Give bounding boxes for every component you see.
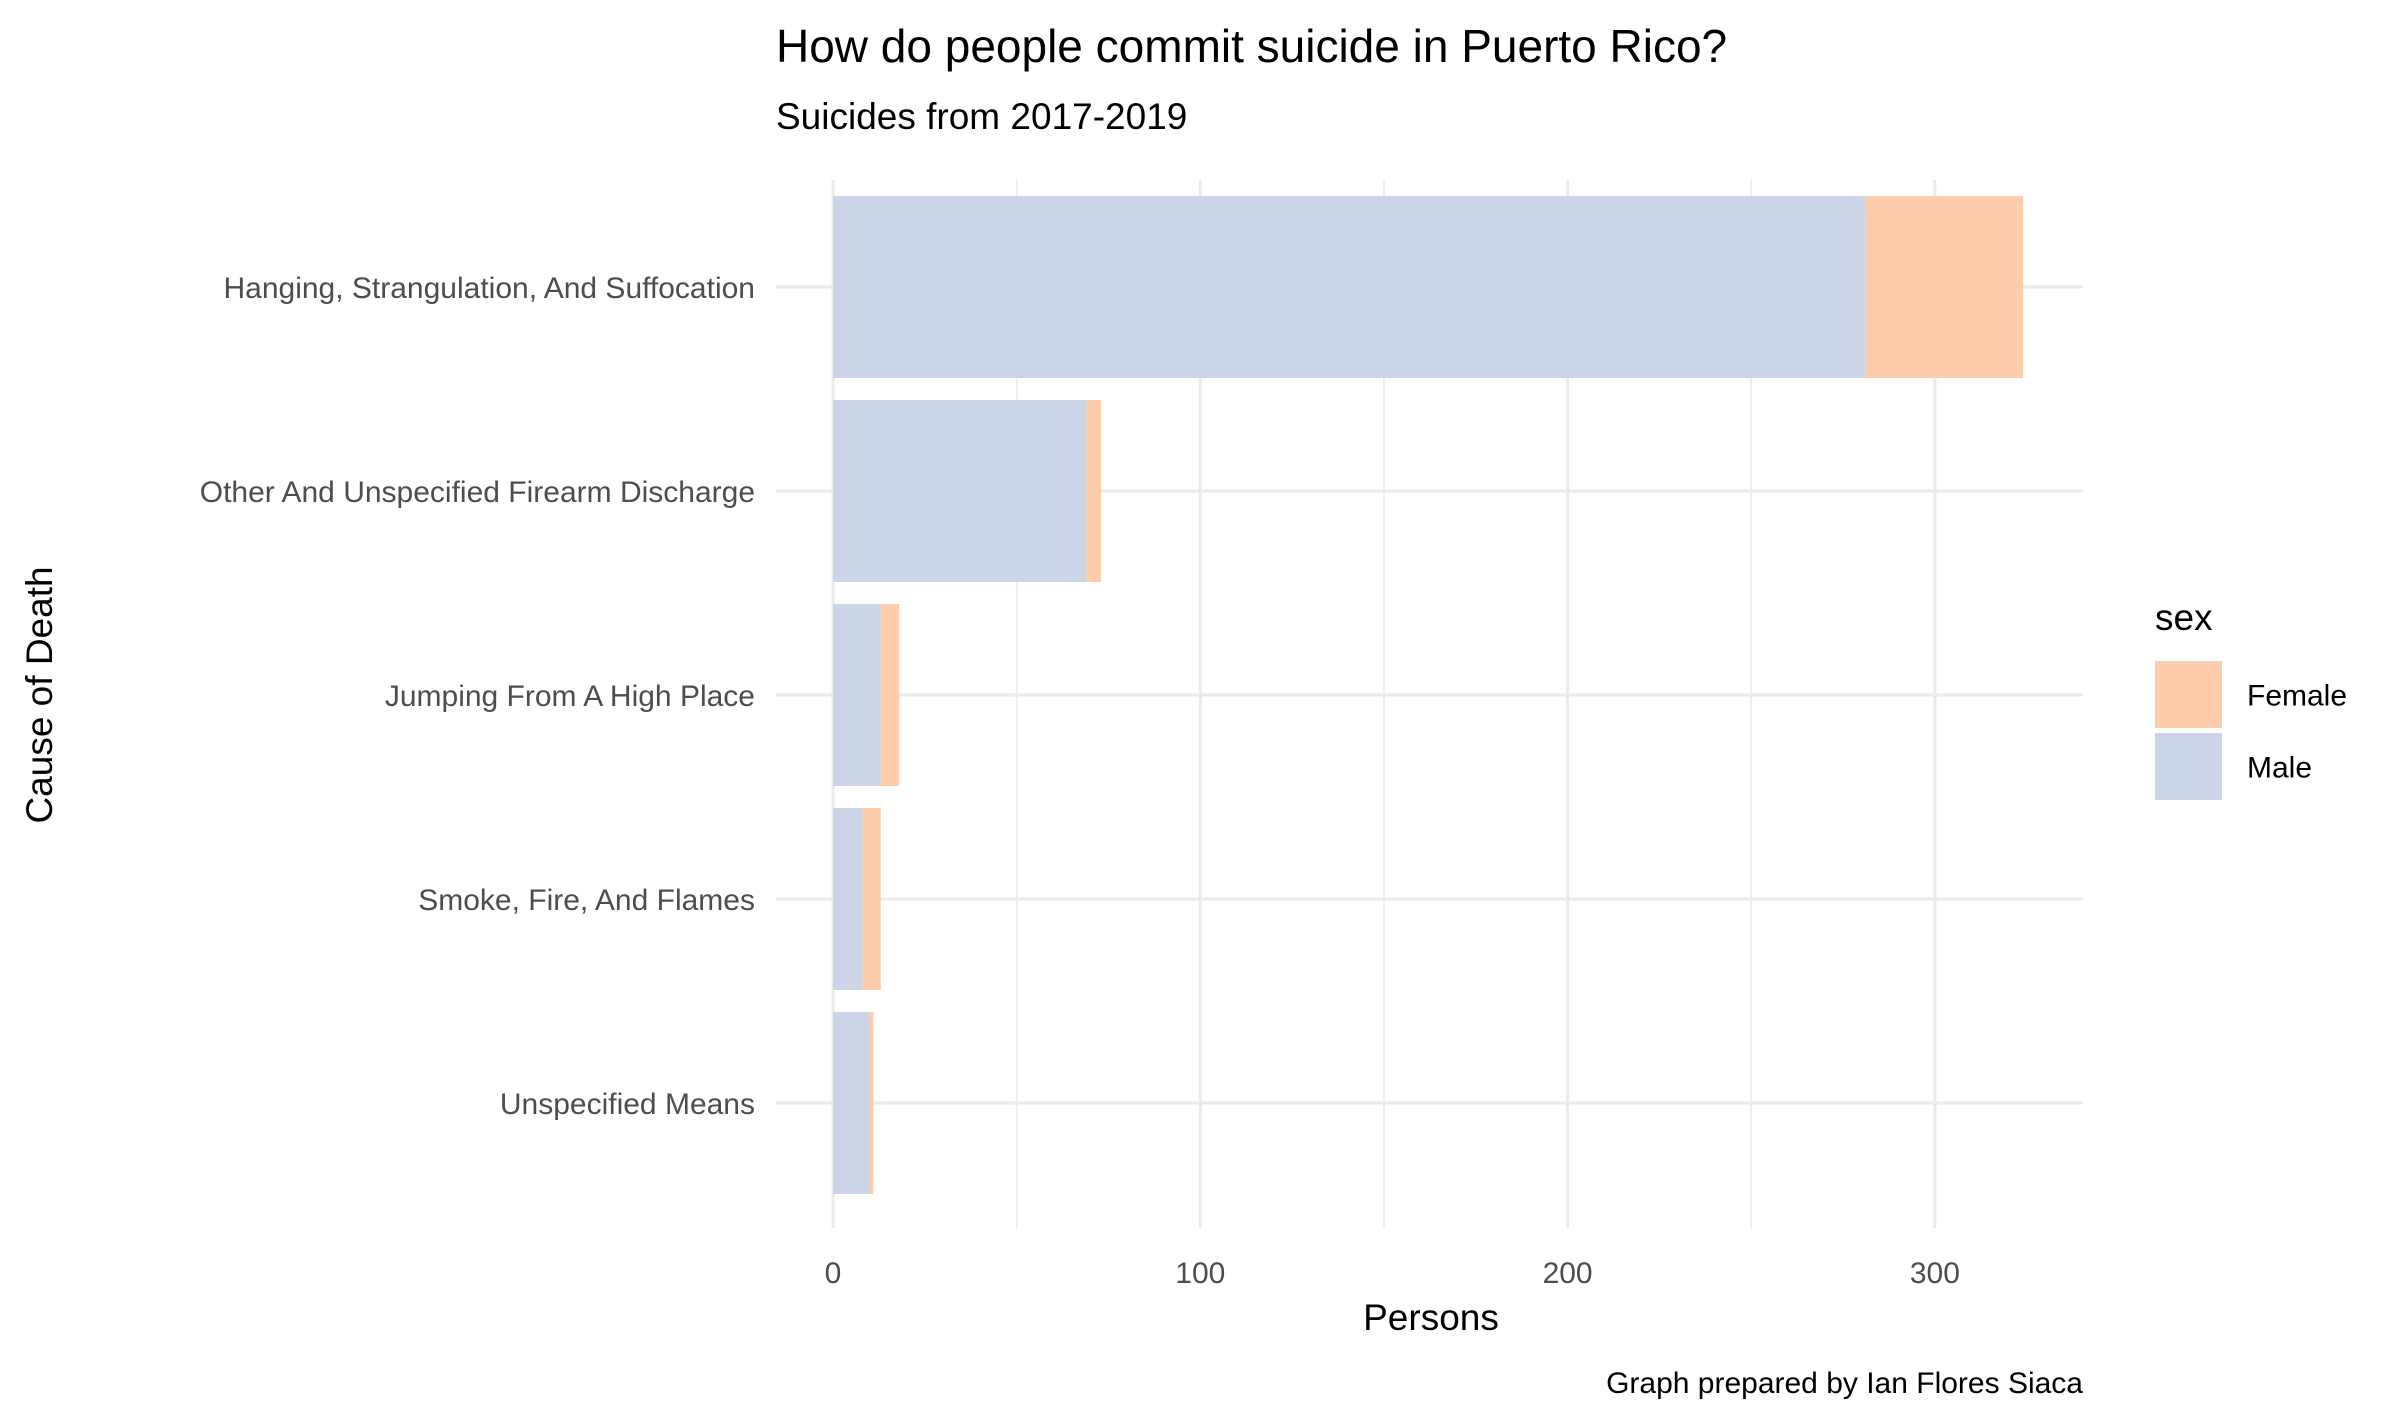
- bar-female: [1865, 196, 2024, 378]
- bars: [833, 196, 2024, 1194]
- bar-male: [833, 196, 1866, 378]
- x-tick-label: 200: [1543, 1257, 1593, 1290]
- category-label: Unspecified Means: [500, 1088, 755, 1121]
- x-tick-label: 0: [825, 1257, 842, 1290]
- legend: sex Female Male: [2155, 597, 2347, 800]
- x-tick-labels: 0 100 200 300: [825, 1257, 1960, 1290]
- bar-female: [1086, 400, 1102, 582]
- legend-label: Female: [2247, 680, 2347, 713]
- chart-subtitle: Suicides from 2017-2019: [776, 96, 1187, 137]
- legend-key-male: [2155, 733, 2222, 800]
- chart-title: How do people commit suicide in Puerto R…: [776, 20, 1727, 72]
- chart-caption: Graph prepared by Ian Flores Siaca: [1606, 1367, 2083, 1400]
- bar-male: [833, 1012, 870, 1194]
- x-tick-label: 100: [1175, 1257, 1225, 1290]
- bar-female: [862, 808, 881, 990]
- legend-title: sex: [2155, 597, 2213, 638]
- category-labels: Hanging, Strangulation, And Suffocation O…: [200, 272, 755, 1121]
- legend-label: Male: [2247, 752, 2312, 785]
- category-label: Smoke, Fire, And Flames: [418, 884, 755, 917]
- legend-key-female: [2155, 661, 2222, 728]
- x-tick-label: 300: [1910, 1257, 1960, 1290]
- bar-male: [833, 808, 863, 990]
- x-axis-title: Persons: [1363, 1297, 1499, 1338]
- bar-female: [880, 604, 900, 786]
- bar-male: [833, 604, 881, 786]
- category-label: Hanging, Strangulation, And Suffocation: [223, 272, 755, 305]
- y-axis-title: Cause of Death: [19, 566, 60, 823]
- category-label: Jumping From A High Place: [385, 680, 755, 713]
- bar-male: [833, 400, 1087, 582]
- bar-female: [869, 1012, 874, 1194]
- category-label: Other And Unspecified Firearm Discharge: [200, 476, 755, 509]
